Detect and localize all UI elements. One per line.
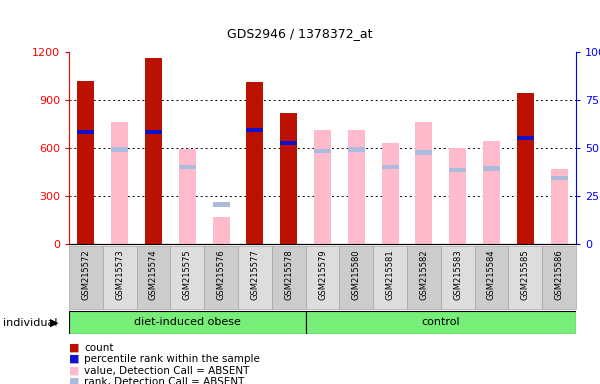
Text: diet-induced obese: diet-induced obese (134, 317, 241, 327)
Text: GSM215585: GSM215585 (521, 249, 530, 300)
Bar (449, 148, 466, 244)
Bar (415, 151, 433, 155)
Bar (348, 147, 365, 152)
Text: percentile rank within the sample: percentile rank within the sample (84, 354, 260, 364)
Bar (145, 58, 162, 244)
Bar (340, 246, 373, 309)
Text: ■: ■ (69, 354, 79, 364)
Bar (314, 130, 331, 244)
Bar (517, 136, 534, 141)
Text: GSM215581: GSM215581 (386, 249, 395, 300)
Bar (517, 93, 534, 244)
Text: GSM215576: GSM215576 (217, 249, 226, 300)
Bar (542, 246, 576, 309)
Text: GSM215586: GSM215586 (554, 249, 563, 300)
Text: ▶: ▶ (50, 318, 59, 328)
Bar (441, 246, 475, 309)
Bar (551, 176, 568, 180)
Text: individual: individual (3, 318, 58, 328)
Bar (508, 246, 542, 309)
Bar (212, 217, 230, 244)
Bar (382, 143, 398, 244)
Bar (238, 246, 272, 309)
Bar (314, 149, 331, 153)
Text: GSM215578: GSM215578 (284, 249, 293, 300)
Bar (212, 202, 230, 207)
Text: GSM215575: GSM215575 (183, 249, 192, 300)
Text: GDS2946 / 1378372_at: GDS2946 / 1378372_at (227, 27, 373, 40)
Text: control: control (421, 317, 460, 327)
Text: GSM215579: GSM215579 (318, 249, 327, 300)
Text: count: count (84, 343, 113, 353)
Bar (204, 246, 238, 309)
Bar (111, 147, 128, 152)
Bar (170, 246, 204, 309)
Bar (247, 82, 263, 244)
Bar (179, 165, 196, 169)
Bar (247, 128, 263, 132)
Bar (145, 130, 162, 134)
Bar (77, 130, 94, 134)
Bar (137, 246, 170, 309)
Text: ■: ■ (69, 366, 79, 376)
Bar (373, 246, 407, 309)
Bar (69, 311, 305, 334)
Text: GSM215573: GSM215573 (115, 249, 124, 300)
Bar (77, 81, 94, 244)
Bar (103, 246, 137, 309)
Text: GSM215574: GSM215574 (149, 249, 158, 300)
Bar (111, 122, 128, 244)
Bar (407, 246, 441, 309)
Text: GSM215580: GSM215580 (352, 249, 361, 300)
Bar (280, 113, 297, 244)
Bar (415, 122, 433, 244)
Text: GSM215572: GSM215572 (82, 249, 91, 300)
Text: GSM215577: GSM215577 (250, 249, 259, 300)
Bar (305, 311, 576, 334)
Text: rank, Detection Call = ABSENT: rank, Detection Call = ABSENT (84, 377, 244, 384)
Bar (272, 246, 305, 309)
Text: ■: ■ (69, 343, 79, 353)
Bar (475, 246, 508, 309)
Bar (382, 165, 398, 169)
Text: value, Detection Call = ABSENT: value, Detection Call = ABSENT (84, 366, 250, 376)
Bar (179, 149, 196, 244)
Bar (449, 168, 466, 172)
Bar (69, 246, 103, 309)
Text: GSM215583: GSM215583 (453, 249, 462, 300)
Bar (305, 246, 340, 309)
Bar (348, 130, 365, 244)
Bar (483, 166, 500, 171)
Text: GSM215584: GSM215584 (487, 249, 496, 300)
Text: ■: ■ (69, 377, 79, 384)
Bar (483, 141, 500, 244)
Bar (551, 169, 568, 244)
Bar (280, 141, 297, 145)
Text: GSM215582: GSM215582 (419, 249, 428, 300)
